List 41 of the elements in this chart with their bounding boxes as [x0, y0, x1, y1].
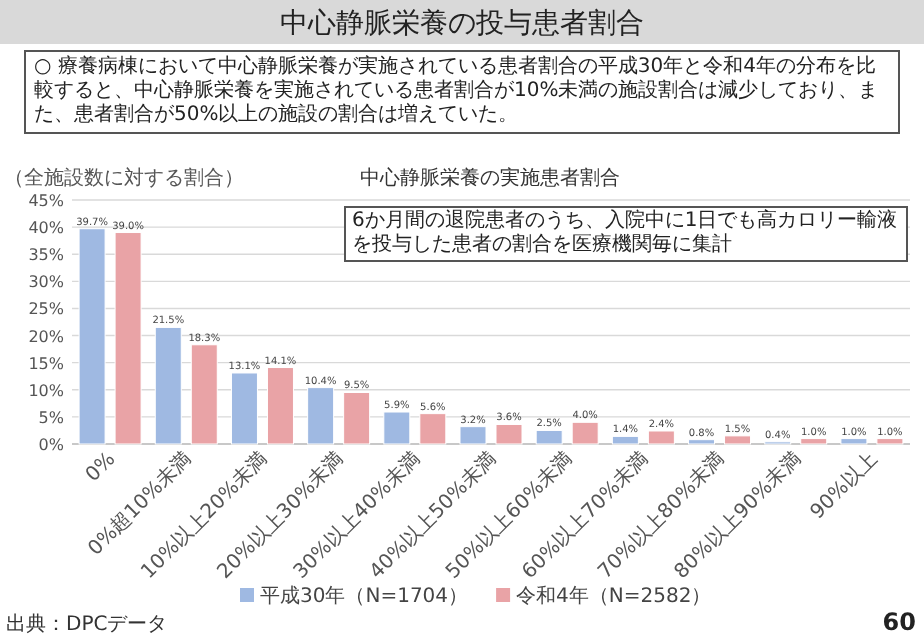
y-tick-label: 20% — [28, 327, 65, 346]
chart-subtitle: ○ 療養病棟において中心静脈栄養が実施されている患者割合の平成30年と令和4年の分布を比較すると、中心静脈栄養を実施されている患者割合が10%未満の施設割合は減少しており、また、患者割合が50%以上の施設の割合は増えていた。 — [24, 50, 900, 134]
legend-label: 平成30年（N=1704） — [260, 584, 469, 608]
y-tick-label: 40% — [28, 219, 65, 238]
bar — [154, 326, 182, 445]
bar — [724, 435, 752, 445]
bar — [343, 391, 371, 445]
bar — [419, 413, 447, 445]
y-tick-label: 30% — [28, 273, 65, 292]
text: 中心静脈栄養の投与患者割合 — [280, 8, 644, 40]
y-tick-label: 35% — [28, 246, 65, 265]
bar — [876, 438, 904, 445]
text: 60 — [882, 608, 916, 636]
bar — [459, 426, 487, 445]
bar — [230, 372, 258, 445]
bar — [688, 439, 716, 445]
y-tick-label: 45% — [28, 192, 65, 210]
chart-title: 中心静脈栄養の実施患者割合 — [360, 166, 620, 190]
y-tick-label: 10% — [28, 381, 65, 400]
y-axis-title: （全施設数に対する割合） — [4, 166, 244, 190]
x-tick-label: 0% — [82, 448, 121, 487]
legend-label: 令和4年（N=2582） — [516, 584, 712, 608]
bar — [307, 387, 335, 445]
y-tick-label: 15% — [28, 354, 65, 373]
y-tick-label: 25% — [28, 300, 65, 319]
bar — [495, 423, 523, 445]
y-tick-label: 5% — [38, 408, 65, 427]
bar — [647, 430, 675, 445]
bar — [266, 367, 294, 445]
bar — [840, 438, 868, 445]
bar — [800, 438, 828, 445]
bar — [190, 344, 218, 445]
bar — [114, 232, 142, 445]
y-tick-label: 0% — [38, 436, 65, 454]
bar — [383, 411, 411, 445]
bar — [78, 228, 106, 445]
bar — [535, 429, 563, 445]
bar — [611, 435, 639, 445]
annotation: 6か月間の退院患者のうち、入院中に1日でも高カロリー輸液を投与した患者の割合を医療機関毎に集計 — [344, 206, 908, 262]
source-note: 出典：DPCデータ — [6, 612, 168, 636]
bar — [571, 421, 599, 445]
